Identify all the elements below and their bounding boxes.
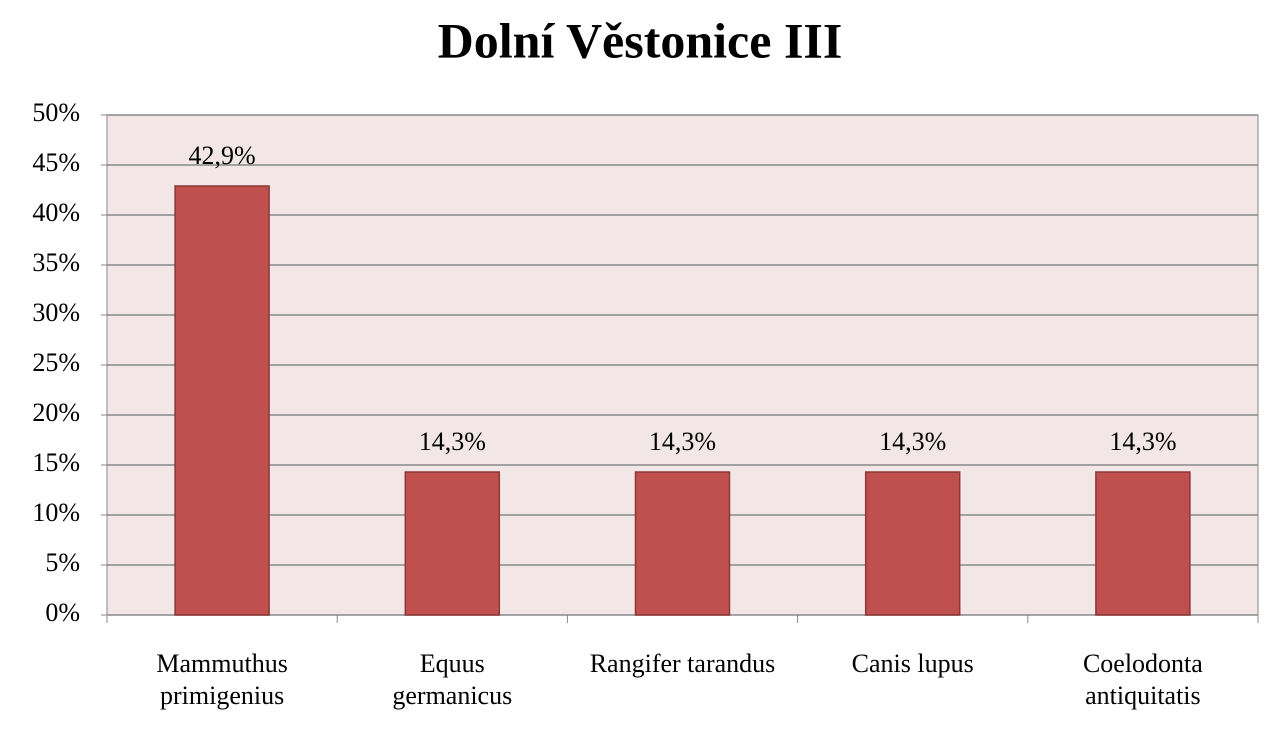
y-tick-label: 20% xyxy=(32,398,80,427)
y-tick-label: 5% xyxy=(45,548,80,577)
value-label: 14,3% xyxy=(879,427,946,456)
value-label: 14,3% xyxy=(649,427,716,456)
y-tick-label: 50% xyxy=(32,98,80,127)
bar xyxy=(864,471,961,616)
y-tick-label: 40% xyxy=(32,198,80,227)
bar xyxy=(634,471,731,616)
value-label: 42,9% xyxy=(189,141,256,170)
x-tick-label: Coelodonta antiquitatis xyxy=(1082,649,1203,710)
chart-title: Dolní Věstonice III xyxy=(438,12,843,68)
y-tick-label: 35% xyxy=(32,248,80,277)
y-tick-label: 10% xyxy=(32,498,80,527)
bar xyxy=(174,185,270,616)
y-tick-label: 25% xyxy=(32,348,80,377)
value-label: 14,3% xyxy=(1109,427,1176,456)
bar xyxy=(1095,471,1191,616)
y-tick-label: 15% xyxy=(32,448,80,477)
x-tick-label: Rangifer tarandus xyxy=(589,649,776,678)
y-tick-label: 30% xyxy=(32,298,80,327)
x-tick-label: Canis lupus xyxy=(851,649,974,678)
y-tick-label: 0% xyxy=(45,598,80,627)
x-tick-label: Equus germanicus xyxy=(392,649,513,710)
y-tick-label: 45% xyxy=(32,148,80,177)
bar xyxy=(404,471,501,616)
x-tick-label: Mammuthus primigenius xyxy=(156,649,288,710)
value-label: 14,3% xyxy=(419,427,486,456)
